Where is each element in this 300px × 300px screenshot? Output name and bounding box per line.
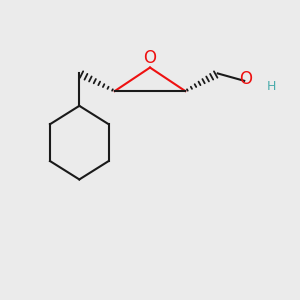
Text: O: O (239, 70, 252, 88)
Text: H: H (266, 80, 276, 93)
Text: O: O (143, 49, 157, 67)
